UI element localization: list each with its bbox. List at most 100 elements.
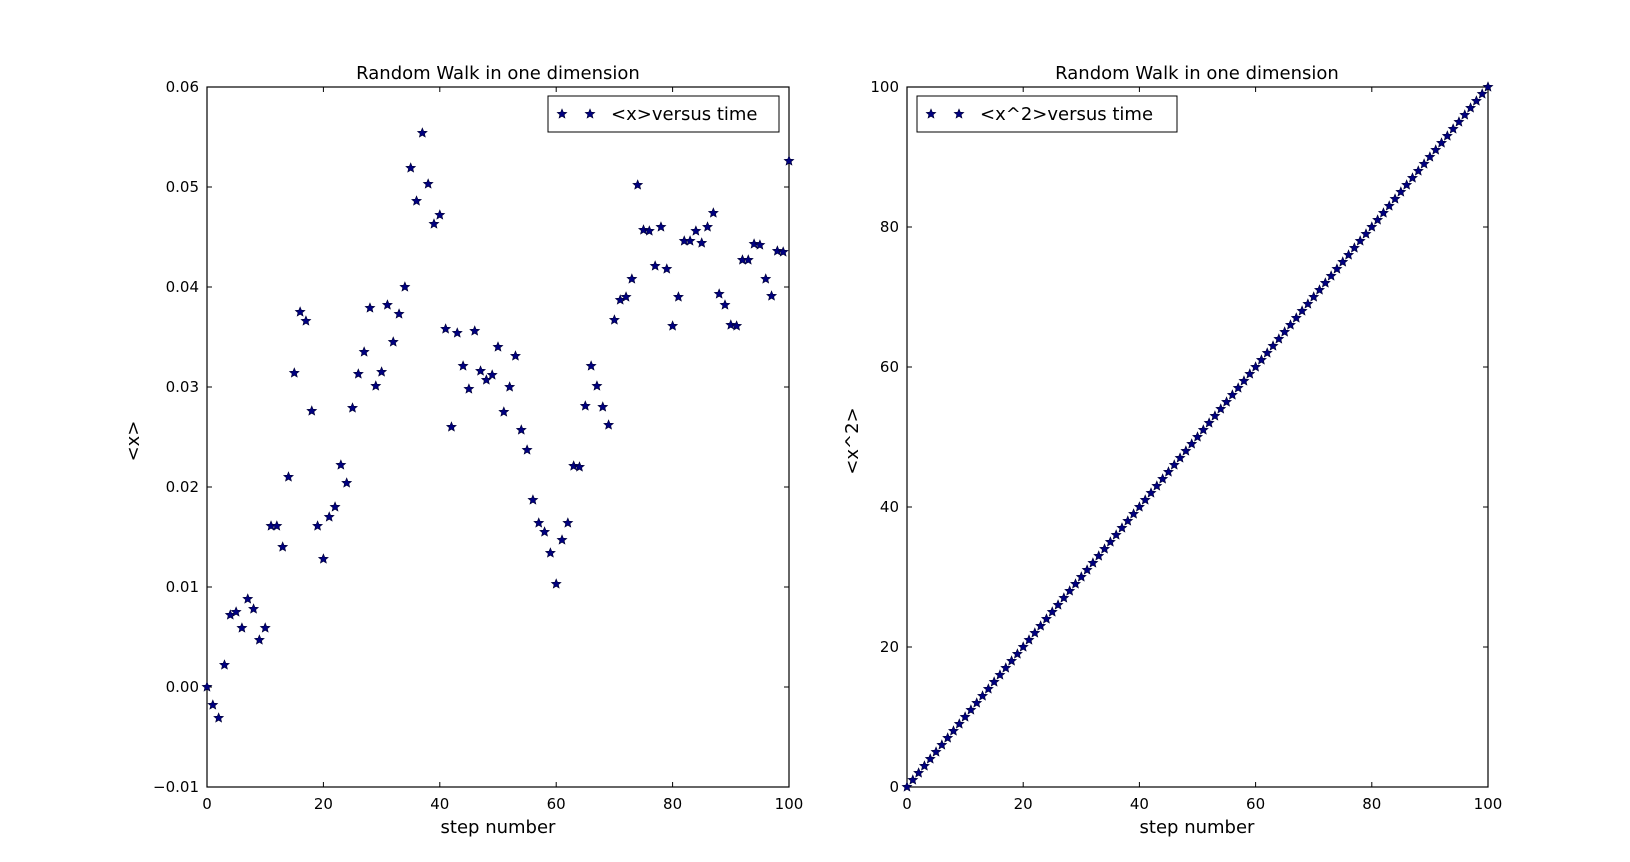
left-x-tick-label: 80 (663, 795, 682, 813)
left-data-point (515, 424, 527, 435)
left-data-point (620, 291, 632, 302)
left-data-point (236, 622, 248, 633)
left-data-point (329, 501, 341, 512)
right-data-point (1424, 151, 1436, 162)
left-data-point (725, 319, 737, 330)
right-data-point (1093, 550, 1105, 561)
left-series-points (201, 127, 795, 723)
right-y-tick-label: 80 (880, 218, 899, 236)
right-data-point (1064, 585, 1076, 596)
right-data-point (982, 683, 994, 694)
left-data-point (492, 341, 504, 352)
left-y-tick-label: 0.01 (166, 578, 199, 596)
left-data-point (637, 224, 650, 235)
right-data-point (1075, 571, 1087, 582)
right-data-point (1459, 109, 1471, 120)
left-data-point (568, 460, 580, 471)
left-data-point (271, 520, 283, 531)
right-x-tick-label: 20 (1014, 795, 1033, 813)
left-data-point (277, 541, 289, 552)
left-plot-area (206, 86, 790, 788)
right-data-point (1314, 284, 1326, 295)
right-data-point (1465, 102, 1477, 113)
right-data-point (1441, 130, 1453, 141)
left-data-point (469, 325, 481, 336)
left-data-point (684, 235, 696, 246)
left-data-point (667, 320, 679, 331)
left-data-point (248, 603, 260, 614)
right-data-point (1197, 424, 1209, 435)
left-legend: <x>versus time (547, 95, 780, 133)
right-data-point (1145, 487, 1157, 498)
right-data-point (1099, 543, 1111, 554)
left-x-axis-label: step number (441, 817, 557, 838)
right-data-point (1261, 347, 1273, 358)
left-data-point (585, 360, 597, 371)
left-legend-marker (556, 108, 568, 119)
left-data-point (544, 547, 556, 558)
right-data-point (1017, 641, 1029, 652)
left-data-point (632, 179, 644, 190)
left-data-point (766, 290, 778, 301)
right-data-point (1406, 172, 1418, 183)
left-y-tick-label: 0.00 (166, 678, 199, 696)
left-data-point (346, 402, 359, 413)
left-data-point (509, 350, 521, 361)
right-data-point (1244, 368, 1256, 379)
left-data-point (498, 406, 510, 417)
right-y-tick-label: 40 (880, 498, 899, 516)
left-data-point (387, 336, 399, 347)
right-y-tick-label: 100 (870, 78, 899, 96)
left-data-point (719, 299, 731, 310)
right-data-point (994, 669, 1006, 680)
right-data-point (1430, 144, 1442, 155)
left-y-tick-label: 0.02 (166, 478, 199, 496)
right-data-point (1069, 578, 1081, 589)
right-data-point (1389, 193, 1401, 204)
right-data-point (1401, 179, 1413, 190)
right-series-points (901, 81, 1494, 792)
right-data-point (1331, 263, 1343, 274)
left-data-point (376, 366, 388, 377)
right-data-point (1302, 298, 1314, 309)
right-data-point (1087, 557, 1099, 568)
left-data-point (440, 323, 452, 334)
right-data-point (1191, 431, 1204, 442)
right-data-point (918, 760, 930, 771)
right-data-point (959, 711, 971, 722)
left-data-point (416, 127, 428, 138)
left-data-point (393, 308, 405, 319)
left-data-point (358, 346, 370, 357)
right-data-point (913, 767, 925, 778)
left-data-point (672, 291, 684, 302)
right-data-point (1040, 613, 1052, 624)
right-data-point (1360, 228, 1372, 239)
left-data-point (771, 245, 783, 256)
left-x-tick-label: 40 (430, 795, 449, 813)
right-data-point (1447, 123, 1459, 134)
left-data-point (603, 419, 615, 430)
right-data-point (1436, 137, 1448, 148)
right-data-point (924, 753, 936, 764)
right-data-point (1476, 88, 1488, 99)
left-data-point (731, 320, 743, 331)
right-legend-label: <x^2>versus time (980, 104, 1153, 125)
right-data-point (988, 676, 1000, 687)
right-legend: <x^2>versus time (916, 95, 1178, 133)
right-x-tick-label: 60 (1246, 795, 1265, 813)
right-data-point (1348, 242, 1360, 253)
right-data-point (1319, 277, 1331, 288)
left-data-point (550, 578, 562, 589)
left-data-point (399, 281, 411, 292)
right-data-point (953, 718, 965, 729)
left-data-point (649, 260, 661, 271)
right-data-point (1296, 305, 1308, 316)
left-x-tick-label: 100 (775, 795, 804, 813)
right-data-point (947, 725, 959, 736)
left-data-point (306, 405, 318, 416)
right-data-point (1035, 620, 1047, 631)
right-data-point (1215, 403, 1227, 414)
right-data-point (1046, 606, 1058, 617)
left-data-point (445, 421, 457, 432)
